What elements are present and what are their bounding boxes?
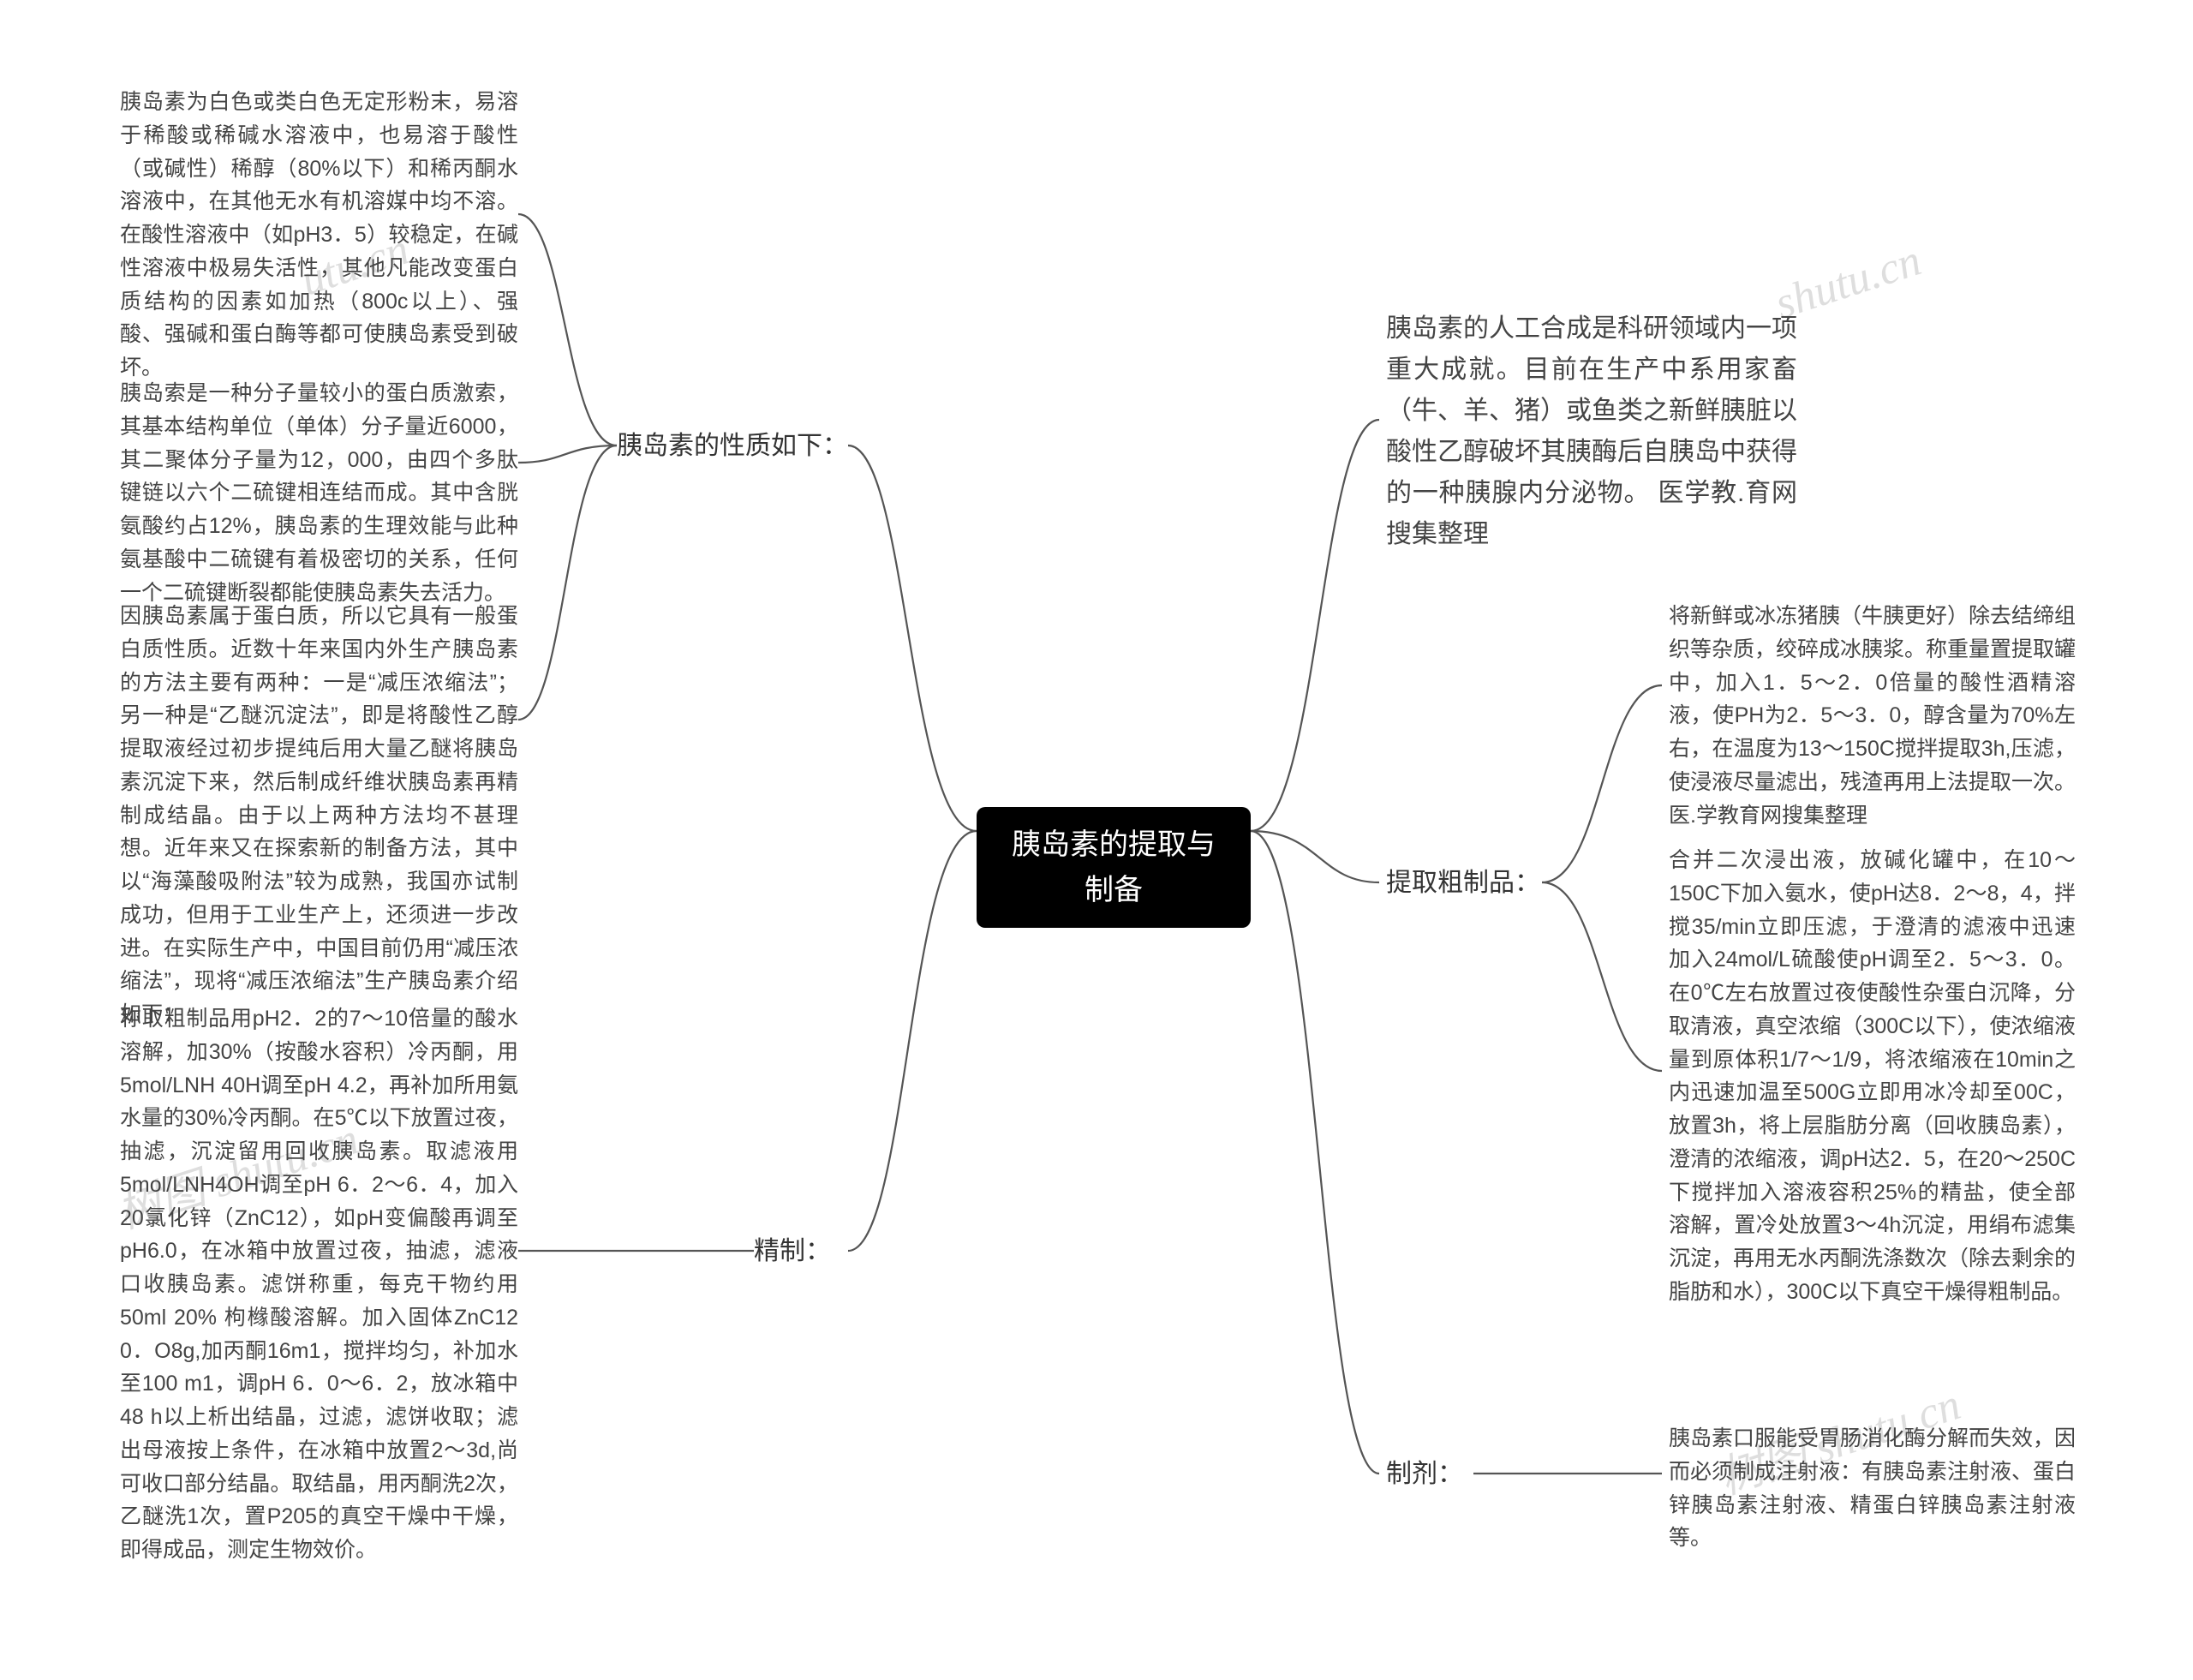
leaf-properties-2: 胰岛索是一种分子量较小的蛋白质激索，其基本结构单位（单体）分子量近6000，其二… xyxy=(120,377,518,609)
leaf-extract-1: 将新鲜或冰冻猪胰（牛胰更好）除去结缔组织等杂质，绞碎成冰胰浆。称重量置提取罐中，… xyxy=(1669,600,2076,832)
leaf-formulation-1: 胰岛素口服能受胃肠消化酶分解而失效，因而必须制成注射液：有胰岛素注射液、蛋白锌胰… xyxy=(1669,1422,2076,1555)
leaf-properties-1: 胰岛素为白色或类白色无定形粉末，易溶于稀酸或稀碱水溶液中，也易溶于酸性（或碱性）… xyxy=(120,86,518,385)
leaf-refine-1: 称取粗制品用pH2．2的7～10倍量的酸水溶解，加30%（按酸水容积）冷丙酮，用… xyxy=(120,1002,518,1567)
branch-refine[interactable]: 精制： xyxy=(754,1232,857,1272)
leaf-properties-3: 因胰岛素属于蛋白质，所以它具有一般蛋白质性质。近数十年来国内外生产胰岛素的方法主… xyxy=(120,600,518,1031)
leaf-extract-2: 合并二次浸出液，放碱化罐中，在10～150C下加入氨水，使pH达8．2～8，4，… xyxy=(1669,844,2076,1309)
branch-formulation[interactable]: 制剂： xyxy=(1386,1455,1489,1495)
branch-properties[interactable]: 胰岛素的性质如下： xyxy=(617,427,857,467)
branch-extract-crude[interactable]: 提取粗制品： xyxy=(1386,864,1557,904)
mindmap-stage: utu.cn 树图 shutu.cn shutu.cn 树图 shutu.cn … xyxy=(0,0,2193,1680)
center-topic[interactable]: 胰岛素的提取与制备 xyxy=(977,807,1251,928)
leaf-synthesis: 胰岛素的人工合成是科研领域内一项重大成就。目前在生产中系用家畜（牛、羊、猪）或鱼… xyxy=(1386,308,1797,555)
